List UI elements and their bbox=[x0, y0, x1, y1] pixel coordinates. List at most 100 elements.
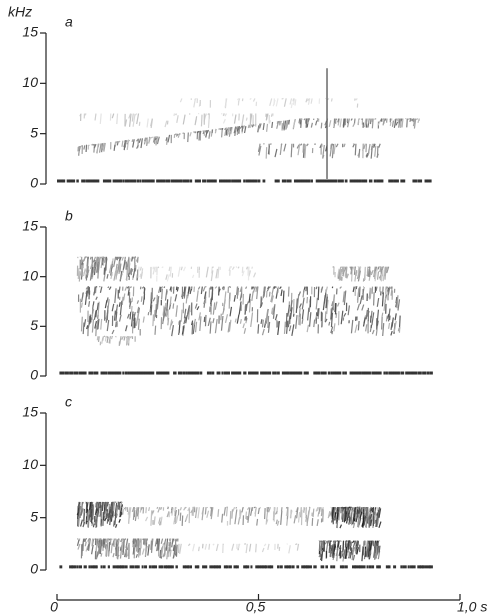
baseline-trace bbox=[359, 179, 362, 182]
baseline-trace bbox=[226, 372, 230, 375]
spectrogram-trace bbox=[111, 543, 112, 553]
spectrogram-trace bbox=[230, 307, 231, 316]
spectrogram-trace bbox=[93, 524, 94, 528]
baseline-trace bbox=[369, 372, 371, 375]
baseline-trace bbox=[306, 372, 309, 375]
spectrogram-trace bbox=[84, 539, 85, 542]
spectrogram-trace bbox=[177, 287, 178, 291]
baseline-trace bbox=[400, 372, 404, 375]
spectrogram-trace bbox=[124, 293, 125, 300]
spectrogram-trace bbox=[137, 145, 139, 148]
panel-label: c bbox=[65, 394, 72, 410]
spectrogram-trace bbox=[114, 257, 116, 267]
spectrogram-trace bbox=[210, 507, 211, 508]
spectrogram-trace bbox=[343, 549, 345, 558]
baseline-trace bbox=[369, 565, 371, 568]
spectrogram-trace bbox=[325, 541, 327, 544]
baseline-trace bbox=[209, 372, 211, 375]
spectrogram-trace bbox=[174, 518, 175, 524]
spectrogram-trace bbox=[357, 304, 359, 310]
spectrogram-trace bbox=[264, 544, 266, 546]
spectrogram-trace bbox=[324, 541, 326, 542]
spectrogram-trace bbox=[162, 287, 163, 288]
spectrogram-trace bbox=[100, 287, 101, 293]
baseline-trace bbox=[57, 179, 60, 182]
spectrogram-trace bbox=[168, 507, 169, 509]
spectrogram-trace bbox=[153, 314, 154, 326]
spectrogram-trace bbox=[208, 318, 210, 326]
spectrogram-trace bbox=[356, 270, 357, 276]
spectrogram-trace bbox=[305, 144, 306, 158]
baseline-trace bbox=[142, 565, 144, 568]
baseline-trace bbox=[403, 179, 405, 182]
spectrogram-trace bbox=[112, 330, 114, 334]
spectrogram-trace bbox=[358, 119, 359, 125]
spectrogram-trace bbox=[106, 257, 107, 271]
spectrogram-trace bbox=[114, 502, 116, 503]
baseline-trace bbox=[115, 179, 118, 182]
spectrogram-trace bbox=[356, 541, 357, 542]
baseline-trace bbox=[204, 565, 207, 568]
baseline-trace bbox=[130, 565, 133, 568]
spectrogram-trace bbox=[79, 271, 80, 281]
spectrogram-trace bbox=[215, 287, 217, 289]
spectrogram-trace bbox=[166, 274, 167, 279]
baseline-trace bbox=[91, 372, 93, 375]
spectrogram-trace bbox=[223, 308, 225, 314]
spectrogram-trace bbox=[355, 325, 357, 333]
spectrogram-trace bbox=[110, 539, 111, 546]
spectrogram-trace bbox=[84, 509, 85, 521]
baseline-trace bbox=[296, 565, 299, 568]
spectrogram-trace bbox=[193, 507, 194, 516]
spectrogram-trace bbox=[364, 541, 365, 547]
spectrogram-trace bbox=[352, 507, 353, 510]
baseline-trace bbox=[415, 179, 417, 182]
spectrogram-trace bbox=[254, 273, 256, 278]
baseline-trace bbox=[175, 179, 178, 182]
baseline-trace bbox=[188, 372, 191, 375]
spectrogram-trace bbox=[311, 98, 312, 103]
spectrogram-trace bbox=[226, 314, 228, 323]
spectrogram-trace bbox=[213, 318, 214, 323]
spectrogram-trace bbox=[402, 119, 403, 128]
spectrogram-trace bbox=[166, 311, 167, 317]
spectrogram-trace bbox=[180, 507, 181, 510]
baseline-trace bbox=[258, 179, 261, 182]
spectrogram-trace bbox=[205, 544, 206, 550]
baseline-trace bbox=[275, 372, 277, 375]
spectrogram-trace bbox=[283, 291, 284, 303]
spectrogram-trace bbox=[156, 267, 157, 272]
baseline-trace bbox=[340, 179, 344, 182]
spectrogram-trace bbox=[268, 544, 269, 550]
baseline-trace bbox=[229, 179, 231, 182]
spectrogram-trace bbox=[229, 287, 230, 288]
spectrogram-trace bbox=[213, 302, 214, 314]
spectrogram-trace bbox=[112, 114, 114, 119]
spectrogram-trace bbox=[388, 288, 389, 291]
spectrogram-trace bbox=[374, 119, 376, 120]
baseline-trace bbox=[308, 565, 311, 568]
spectrogram-trace bbox=[276, 287, 277, 289]
spectrogram-trace bbox=[246, 512, 247, 519]
spectrogram-trace bbox=[186, 315, 187, 323]
spectrogram-trace bbox=[225, 98, 227, 107]
spectrogram-trace bbox=[330, 144, 332, 157]
spectrogram-trace bbox=[311, 123, 312, 128]
baseline-trace bbox=[88, 179, 91, 182]
spectrogram-trace bbox=[151, 510, 152, 525]
spectrogram-trace bbox=[372, 119, 373, 129]
spectrogram-trace bbox=[251, 507, 253, 516]
baseline-trace bbox=[393, 565, 396, 568]
baseline-trace bbox=[371, 565, 374, 568]
baseline-trace bbox=[289, 179, 291, 182]
baseline-trace bbox=[130, 179, 133, 182]
spectrogram-trace bbox=[270, 98, 272, 105]
spectrogram-trace bbox=[77, 539, 78, 540]
spectrogram-trace bbox=[379, 522, 381, 528]
spectrogram-trace bbox=[124, 539, 126, 541]
baseline-trace bbox=[139, 179, 141, 182]
spectrogram-trace bbox=[221, 316, 222, 331]
spectrogram-trace bbox=[360, 267, 361, 268]
spectrogram-trace bbox=[335, 303, 336, 312]
spectrogram-trace bbox=[133, 548, 134, 555]
